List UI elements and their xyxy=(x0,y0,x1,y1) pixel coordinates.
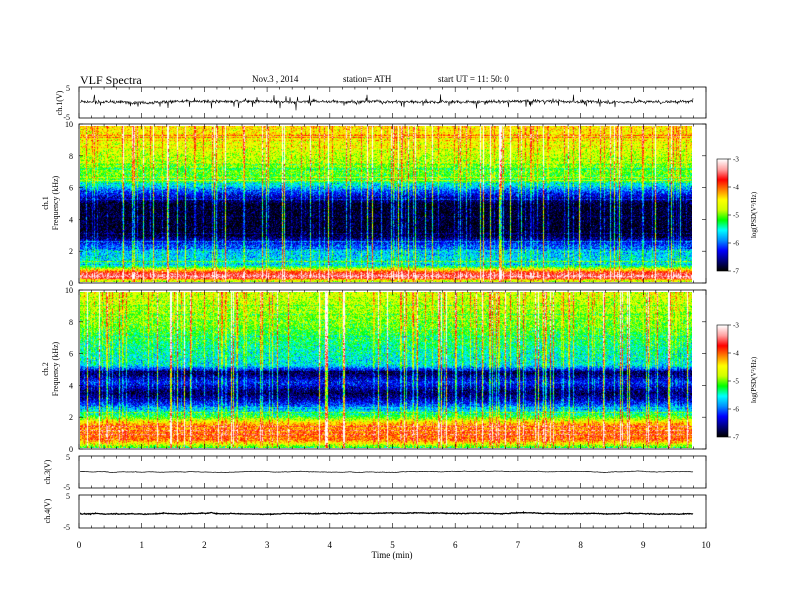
ch2-spectrogram-image xyxy=(80,292,692,448)
x-tick-label: 3 xyxy=(265,540,270,550)
ch2-spec-ylabel-line1: ch.2 xyxy=(41,362,50,376)
ch2-spec-ytick-label: 4 xyxy=(69,381,73,390)
ch1-colorbar-gradient xyxy=(717,159,728,271)
date-label: Nov.3 , 2014 xyxy=(252,74,299,84)
colorbar-tick-label: -4 xyxy=(733,184,739,192)
ch1-spec-ytick-label: 8 xyxy=(69,152,73,161)
x-tick-label: 1 xyxy=(139,540,144,550)
ch1-trace xyxy=(79,94,694,111)
start-time-label: start UT = 11: 50: 0 xyxy=(438,74,509,84)
colorbar-tick-label: -7 xyxy=(733,434,739,442)
colorbar-tick-label: -5 xyxy=(733,378,739,386)
ch1-ytick-top: 5 xyxy=(66,84,70,93)
ch2-spectrogram-panel: 0 2 4 6 8 10 ch.2 Frequency (kHz) xyxy=(41,286,707,454)
x-tick-label: 9 xyxy=(641,540,646,550)
ch1-colorbar: -3 -4 -5 -6 -7 log(PSD(V²/Hz) xyxy=(716,156,758,276)
ch4-ytick-top: 5 xyxy=(66,492,70,501)
x-axis-label: Time (min) xyxy=(372,550,413,560)
ch1-spec-ylabel-line2: Frequency (kHz) xyxy=(51,175,60,230)
ch3-waveform-panel: 5 -5 ch.3(V) xyxy=(43,453,707,492)
ch2-spec-ytick-label: 6 xyxy=(69,350,73,359)
ch1-spec-ytick-label: 10 xyxy=(65,120,73,129)
x-tick-label: 8 xyxy=(578,540,583,550)
ch1-spectrogram-image xyxy=(80,126,692,282)
ch2-colorbar: -3 -4 -5 -6 -7 log(PSD(V²/Hz) xyxy=(716,322,758,442)
x-tick-label: 2 xyxy=(202,540,207,550)
x-tick-label: 0 xyxy=(77,540,82,550)
ch1-spec-ytick-label: 0 xyxy=(69,279,73,288)
colorbar-tick-label: -7 xyxy=(733,268,739,276)
figure-title: VLF Spectra xyxy=(80,73,142,87)
ch1-ytick-bottom: -5 xyxy=(63,113,70,122)
ch2-colorbar-gradient xyxy=(717,325,728,437)
colorbar-tick-label: -4 xyxy=(733,350,739,358)
ch2-spec-ytick-label: 8 xyxy=(69,318,73,327)
ch1-spec-ylabel-line1: ch.1 xyxy=(41,196,50,210)
ch2-spec-ytick-label: 2 xyxy=(69,413,73,422)
ch3-ylabel: ch.3(V) xyxy=(43,459,52,484)
x-tick-label: 10 xyxy=(702,540,712,550)
x-tick-label: 7 xyxy=(516,540,521,550)
ch3-trace xyxy=(79,470,694,474)
ch1-ylabel: ch.1(V) xyxy=(55,90,64,115)
ch4-ytick-bottom: -5 xyxy=(63,523,70,532)
ch1-spectrogram-panel: 0 2 4 6 8 10 ch.1 Frequency (kHz) xyxy=(41,120,707,288)
ch1-waveform-panel: 5 -5 ch.1(V) xyxy=(55,84,707,122)
ch4-waveform-panel: 5 -5 ch.4(V) xyxy=(43,492,707,532)
station-label: station= ATH xyxy=(343,74,392,84)
ch2-colorbar-label: log(PSD(V²/Hz) xyxy=(750,356,758,403)
ch3-ytick-bottom: -5 xyxy=(63,483,70,492)
x-tick-label: 5 xyxy=(390,540,395,550)
ch4-ylabel: ch.4(V) xyxy=(43,498,52,523)
ch4-trace xyxy=(79,510,694,516)
ch2-spec-ytick-label: 0 xyxy=(69,445,73,454)
ch2-spec-ylabel-line2: Frequency (kHz) xyxy=(51,341,60,396)
colorbar-tick-label: -5 xyxy=(733,212,739,220)
ch2-spec-ytick-label: 10 xyxy=(65,286,73,295)
colorbar-tick-label: -3 xyxy=(733,322,739,330)
colorbar-tick-label: -6 xyxy=(733,240,739,248)
x-tick-label: 6 xyxy=(453,540,458,550)
ch1-spec-ytick-label: 6 xyxy=(69,184,73,193)
x-tick-label: 4 xyxy=(328,540,333,550)
colorbar-tick-label: -6 xyxy=(733,406,739,414)
ch1-spec-ytick-label: 2 xyxy=(69,247,73,256)
ch1-colorbar-label: log(PSD(V²/Hz) xyxy=(750,191,758,238)
colorbar-tick-label: -3 xyxy=(733,156,739,164)
ch1-spec-ytick-label: 4 xyxy=(69,215,73,224)
ch3-ytick-top: 5 xyxy=(66,453,70,462)
